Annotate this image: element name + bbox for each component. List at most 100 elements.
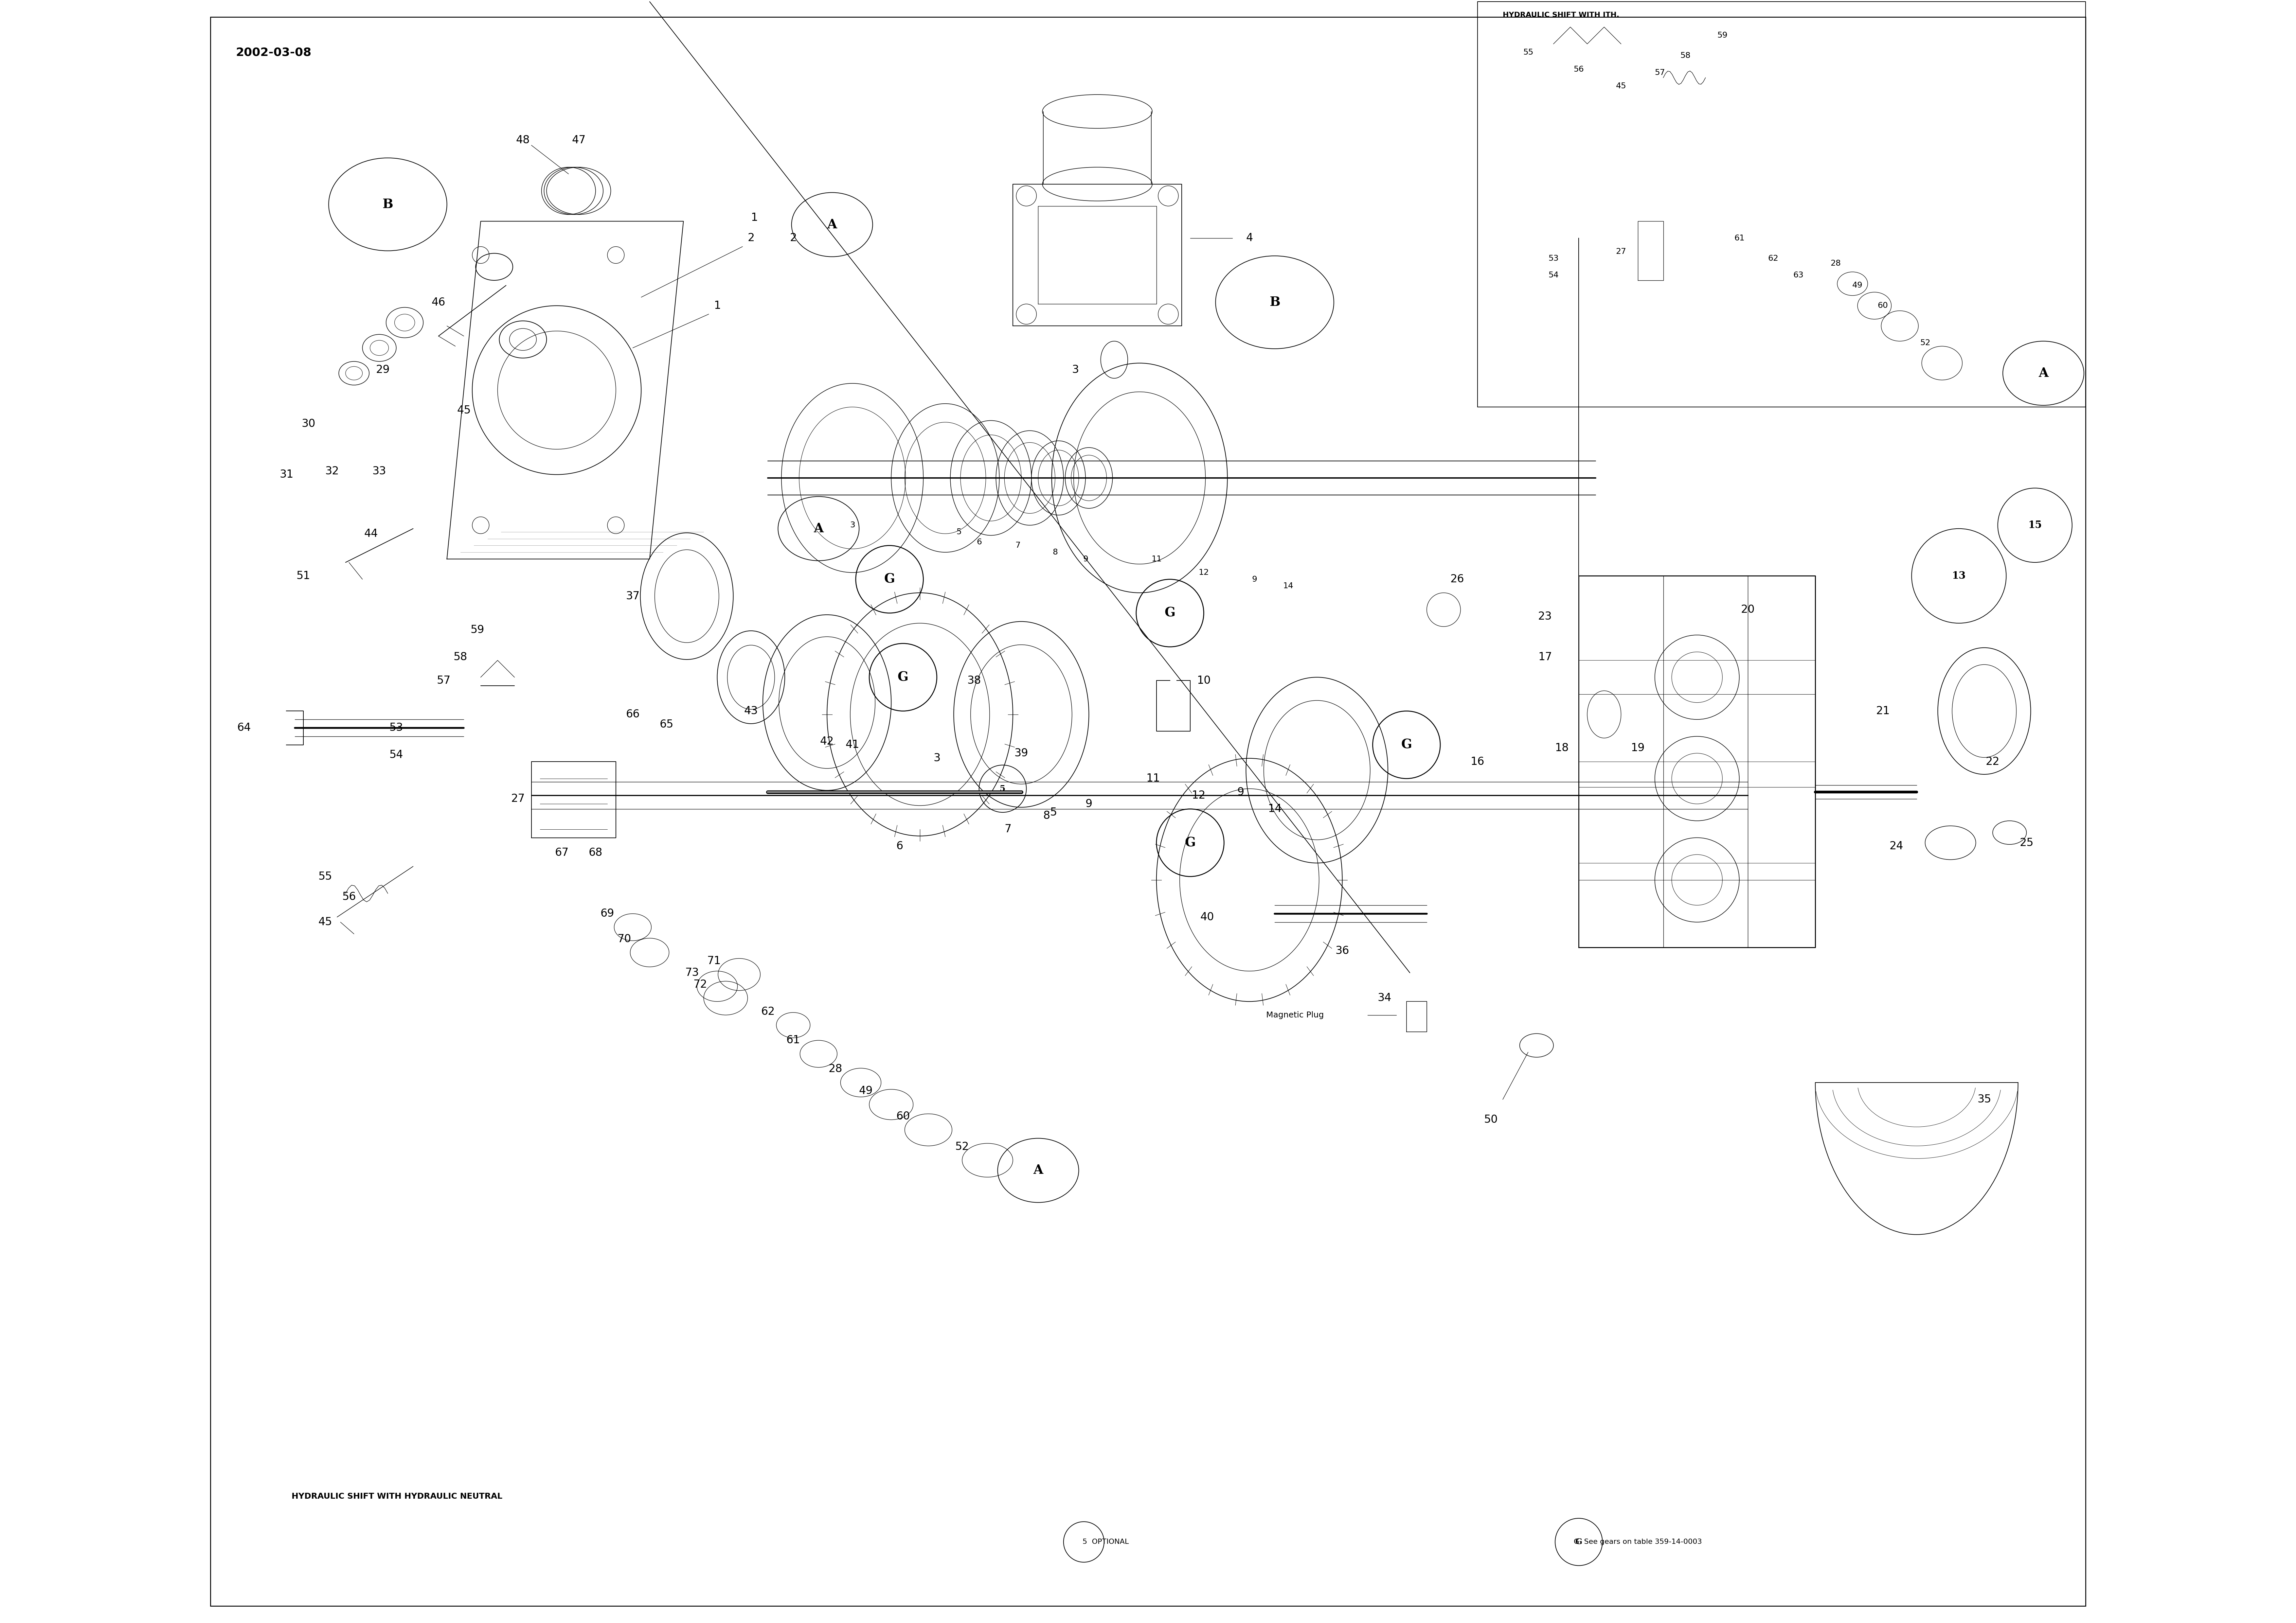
Text: 14: 14 xyxy=(1283,583,1293,591)
Text: 32: 32 xyxy=(326,466,340,477)
Text: 34: 34 xyxy=(1378,993,1391,1003)
Text: 45: 45 xyxy=(1616,83,1626,89)
Text: 72: 72 xyxy=(693,979,707,990)
Text: G: G xyxy=(1401,738,1412,751)
Text: 15: 15 xyxy=(2027,519,2041,531)
Text: 30: 30 xyxy=(301,419,315,430)
Text: 2: 2 xyxy=(748,232,755,243)
Text: 60: 60 xyxy=(895,1110,909,1121)
Text: 11: 11 xyxy=(1146,773,1159,784)
Text: 17: 17 xyxy=(1538,651,1552,662)
Text: 62: 62 xyxy=(1768,255,1779,263)
Text: 9: 9 xyxy=(1238,787,1244,797)
Text: HYDRAULIC SHIFT WITH HYDRAULIC NEUTRAL: HYDRAULIC SHIFT WITH HYDRAULIC NEUTRAL xyxy=(292,1493,503,1500)
Text: 9: 9 xyxy=(1084,555,1088,563)
Text: Magnetic Plug: Magnetic Plug xyxy=(1267,1011,1325,1019)
Text: 57: 57 xyxy=(1655,68,1665,76)
Text: 9: 9 xyxy=(1086,799,1093,810)
Text: 25: 25 xyxy=(2020,837,2034,849)
Text: 41: 41 xyxy=(845,740,859,750)
Text: 5: 5 xyxy=(955,527,962,536)
Text: 31: 31 xyxy=(280,469,294,480)
Text: 56: 56 xyxy=(342,891,356,902)
Text: 28: 28 xyxy=(829,1063,843,1074)
Text: 2: 2 xyxy=(790,232,797,243)
Text: 59: 59 xyxy=(471,625,484,635)
Text: 9: 9 xyxy=(1251,576,1256,583)
Text: 71: 71 xyxy=(707,956,721,966)
Text: 45: 45 xyxy=(319,917,333,927)
Text: 53: 53 xyxy=(390,722,404,734)
Text: 23: 23 xyxy=(1538,610,1552,622)
Text: 58: 58 xyxy=(1681,52,1690,60)
Text: 47: 47 xyxy=(572,135,585,146)
Text: 60: 60 xyxy=(1878,302,1887,310)
Text: 45: 45 xyxy=(457,406,471,415)
Text: 69: 69 xyxy=(602,909,615,919)
Text: 12: 12 xyxy=(1199,568,1210,576)
Text: A: A xyxy=(827,219,838,230)
Text: 39: 39 xyxy=(1015,748,1029,758)
Text: A: A xyxy=(813,523,824,536)
Text: 3: 3 xyxy=(1072,365,1079,375)
Text: 64: 64 xyxy=(236,722,250,734)
Text: 37: 37 xyxy=(627,591,641,602)
Text: G: G xyxy=(884,573,895,586)
Text: 61: 61 xyxy=(785,1035,801,1045)
Text: 29: 29 xyxy=(377,365,390,375)
Text: 18: 18 xyxy=(1554,743,1568,753)
Text: 3: 3 xyxy=(934,753,941,764)
Text: B: B xyxy=(383,198,393,211)
Text: G  See gears on table 359-14-0003: G See gears on table 359-14-0003 xyxy=(1573,1539,1701,1545)
Text: 42: 42 xyxy=(820,735,833,747)
Text: 11: 11 xyxy=(1150,555,1162,563)
Text: 52: 52 xyxy=(1919,339,1931,347)
Text: 8: 8 xyxy=(1042,810,1049,821)
Text: 12: 12 xyxy=(1192,790,1205,800)
Text: 65: 65 xyxy=(659,719,673,730)
Text: 66: 66 xyxy=(627,709,641,719)
Text: 27: 27 xyxy=(1616,248,1626,255)
Text: HYDRAULIC SHIFT WITH ITH.: HYDRAULIC SHIFT WITH ITH. xyxy=(1504,11,1619,18)
Text: 6: 6 xyxy=(976,539,983,545)
Text: G: G xyxy=(1575,1539,1582,1545)
Text: 52: 52 xyxy=(955,1141,969,1152)
Text: 40: 40 xyxy=(1201,912,1215,922)
Text: 1: 1 xyxy=(714,300,721,312)
Text: 50: 50 xyxy=(1483,1115,1497,1125)
Text: 19: 19 xyxy=(1630,743,1644,753)
Text: B: B xyxy=(1270,295,1281,308)
Text: 24: 24 xyxy=(1890,841,1903,852)
Text: 14: 14 xyxy=(1267,803,1281,815)
Text: 51: 51 xyxy=(296,571,310,581)
Text: 63: 63 xyxy=(1793,271,1805,279)
Text: 33: 33 xyxy=(372,466,386,477)
Text: 68: 68 xyxy=(588,847,602,859)
Text: 67: 67 xyxy=(556,847,569,859)
Text: 35: 35 xyxy=(1977,1094,1991,1105)
Text: G: G xyxy=(898,670,909,683)
Text: 54: 54 xyxy=(390,750,404,760)
Text: 49: 49 xyxy=(1853,281,1862,289)
Text: 49: 49 xyxy=(859,1086,872,1097)
Text: 58: 58 xyxy=(455,651,468,662)
Text: 43: 43 xyxy=(744,706,758,716)
Text: 54: 54 xyxy=(1548,271,1559,279)
Text: 62: 62 xyxy=(760,1006,774,1018)
Text: 16: 16 xyxy=(1469,756,1486,768)
Text: A: A xyxy=(1033,1164,1042,1177)
Text: G: G xyxy=(1164,607,1176,620)
Text: 20: 20 xyxy=(1740,604,1754,615)
Text: 7: 7 xyxy=(1003,824,1010,834)
Text: 44: 44 xyxy=(365,527,379,539)
Text: 1: 1 xyxy=(751,213,758,224)
Text: 55: 55 xyxy=(319,872,333,881)
Text: 5  OPTIONAL: 5 OPTIONAL xyxy=(1084,1539,1130,1545)
Text: 59: 59 xyxy=(1717,31,1727,39)
Text: 36: 36 xyxy=(1336,946,1350,956)
Text: 61: 61 xyxy=(1733,234,1745,242)
Text: 55: 55 xyxy=(1522,49,1534,57)
Text: 57: 57 xyxy=(436,675,450,687)
Text: 5: 5 xyxy=(1049,807,1056,818)
Text: 22: 22 xyxy=(1986,756,2000,768)
